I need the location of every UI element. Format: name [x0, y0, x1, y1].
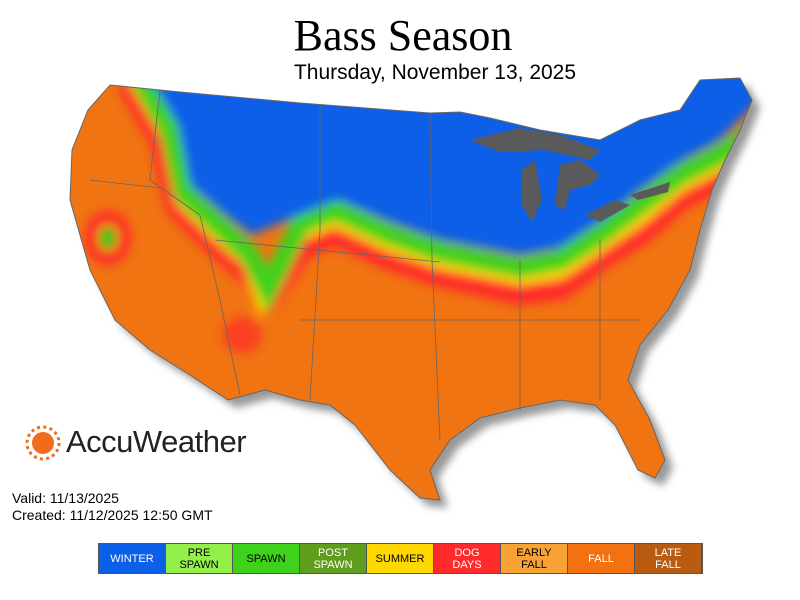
us-outline — [69, 77, 753, 501]
great-lakes — [470, 128, 670, 222]
legend-item: PRE SPAWN — [166, 544, 233, 573]
legend-item: POST SPAWN — [300, 544, 367, 573]
legend-item: SPAWN — [233, 544, 300, 573]
legend-item: WINTER — [99, 544, 166, 573]
legend-item: FALL — [568, 544, 635, 573]
valid-date: Valid: 11/13/2025 — [12, 490, 119, 506]
logo-icon — [25, 425, 61, 461]
legend-item: SUMMER — [367, 544, 434, 573]
state-lines — [89, 89, 640, 441]
legend-item: DOG DAYS — [434, 544, 501, 573]
legend-item: EARLY FALL — [501, 544, 568, 573]
logo: AccuWeather — [66, 424, 247, 459]
created-date: Created: 11/12/2025 12:50 GMT — [12, 507, 213, 523]
map — [25, 77, 760, 508]
title: Bass Season — [293, 11, 513, 60]
legend-item: LATE FALL — [635, 544, 702, 573]
legend: WINTER PRE SPAWN SPAWN POST SPAWN SUMMER DOG … — [98, 543, 703, 574]
subtitle: Thursday, November 13, 2025 — [293, 61, 577, 84]
